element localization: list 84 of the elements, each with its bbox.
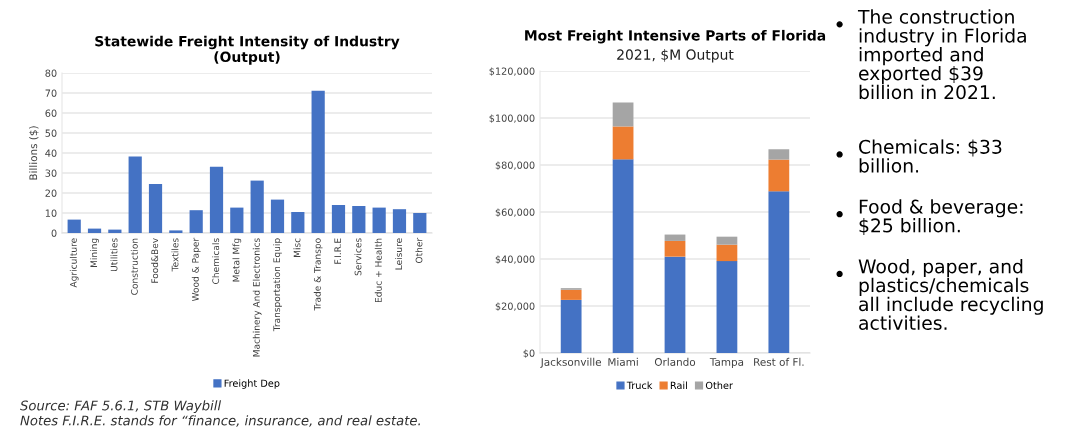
bar	[413, 213, 427, 233]
bar	[664, 256, 686, 353]
x-tick-label: Services	[354, 238, 362, 276]
bar	[392, 209, 407, 233]
bar	[664, 240, 686, 257]
text: Wood, paper, and plastics/chemicals all include recycling activities.	[858, 258, 1043, 331]
text: Notes F.I.R.E. stands for “finance, insurance, and real estate.	[20, 415, 420, 427]
chart-title: Most Freight Intensive Parts of Florida	[525, 29, 826, 44]
bar	[716, 236, 738, 245]
legend-label: Other	[705, 381, 733, 390]
bar	[291, 212, 305, 233]
y-tick-label: 0	[51, 229, 57, 237]
y-tick-label: $120,000	[489, 67, 535, 77]
bar	[560, 299, 582, 353]
x-tick-label: Jacksonville	[540, 357, 602, 368]
x-tick-label: Food&Bev	[151, 238, 159, 283]
x-tick-label: Tampa	[709, 358, 744, 368]
y-tick-label: 10	[45, 209, 57, 217]
text: The construction industry in Florida imported and exported $39 billion in 2021.	[857, 9, 1026, 100]
bar	[67, 219, 81, 233]
x-tick-label: Misc	[293, 238, 301, 257]
source-note: Source: FAF 5.6.1, STB Waybill	[20, 400, 222, 413]
y-tick-label: 70	[45, 89, 57, 97]
chart-subtitle: 2021, $M Output	[617, 49, 734, 63]
bar	[664, 234, 686, 241]
bar	[612, 159, 634, 353]
x-tick-label: Rest of Fl.	[754, 357, 804, 366]
x-tick-label: Transportation Equip	[273, 238, 282, 332]
x-tick-label: Metal Mfg	[232, 238, 242, 282]
y-tick-label: 50	[45, 129, 57, 137]
x-tick-label: Mining	[90, 238, 99, 267]
x-tick-label: Utilities	[110, 238, 118, 272]
legend-label: Rail	[670, 381, 687, 390]
y-tick-label: $40,000	[495, 255, 535, 265]
x-tick-label: Trade & Transpo	[313, 238, 323, 311]
x-tick-label: Wood & Paper	[191, 237, 201, 302]
y-tick-label: $0	[523, 349, 535, 359]
y-tick-label: 30	[45, 169, 57, 177]
bar	[311, 90, 325, 233]
y-tick-label: 40	[45, 149, 57, 157]
x-tick-label: Miami	[608, 357, 638, 366]
x-tick-label: Agriculture	[69, 238, 79, 288]
bar	[250, 180, 264, 233]
bar	[612, 102, 634, 127]
x-tick-label: Leisure	[395, 238, 403, 270]
bar	[169, 230, 183, 233]
bar	[372, 207, 386, 233]
bar	[128, 156, 142, 233]
bar	[768, 159, 790, 192]
bar	[612, 126, 634, 160]
x-tick-label: Machinery And Electronics	[252, 238, 262, 357]
x-tick-label: F.I.R.E	[334, 238, 341, 264]
x-tick-label: Orlando	[654, 357, 696, 366]
y-tick-label: 80	[45, 69, 57, 77]
x-tick-label: Other	[415, 237, 423, 263]
y-tick-label: $60,000	[495, 208, 535, 218]
bar	[87, 228, 102, 233]
y-tick-label: 20	[45, 189, 57, 197]
bar	[209, 166, 224, 233]
bar	[768, 149, 790, 160]
bar	[352, 206, 366, 233]
legend-label: Freight Dep	[224, 379, 280, 389]
text: Food & beverage: $25 billion.	[859, 199, 1023, 236]
chart-title: Statewide Freight Intensity of Industry (Output)	[95, 35, 400, 65]
bar	[230, 207, 244, 233]
y-tick-label: $100,000	[489, 114, 535, 124]
text: Chemicals: $33 billion.	[859, 139, 1002, 173]
x-tick-label: Textiles	[171, 238, 179, 272]
x-tick-label: Construction	[130, 238, 138, 295]
bar	[768, 191, 790, 353]
y-tick-label: $80,000	[495, 161, 535, 171]
legend-label: Truck	[626, 381, 653, 390]
y-tick-label: 60	[45, 109, 57, 117]
x-tick-label: Chemicals	[212, 238, 220, 284]
y-tick-label: $20,000	[495, 302, 535, 312]
bar	[189, 210, 203, 233]
bar	[148, 184, 163, 233]
bar	[560, 289, 582, 300]
bar	[270, 199, 285, 233]
x-tick-label: Educ + Health	[374, 238, 382, 303]
bar	[716, 261, 738, 353]
bar	[716, 244, 738, 262]
bar	[331, 205, 346, 233]
y-axis-title: Billions ($)	[29, 126, 39, 180]
